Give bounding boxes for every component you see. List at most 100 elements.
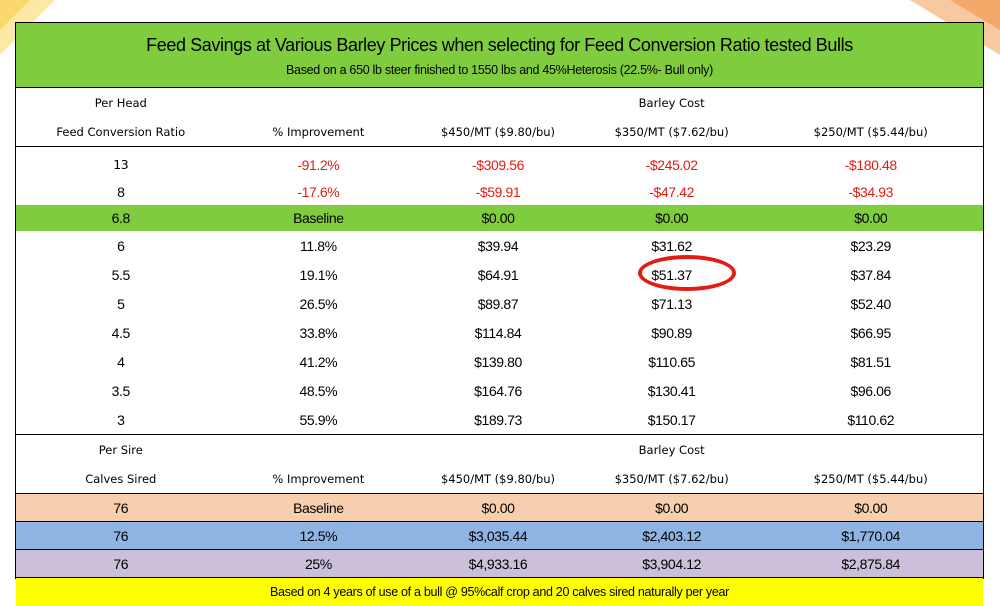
sire-baseline-row: 76 Baseline $0.00 $0.00 $0.00	[16, 494, 983, 522]
table-cell: 19.1%	[299, 266, 338, 283]
table-cell: 76	[113, 555, 129, 572]
table-row: 5.5 19.1% $64.91 $51.37 $37.84	[16, 260, 983, 289]
per-head-header-row: Feed Conversion Ratio % Improvement $450…	[16, 117, 983, 147]
table-cell: $1,770.04	[841, 527, 901, 544]
sire-row: 76 12.5% $3,035.44 $2,403.12 $1,770.04	[16, 522, 983, 550]
header-cell: Feed Conversion Ratio	[56, 124, 186, 139]
table-row: 3.5 48.5% $164.76 $130.41 $96.06	[16, 376, 983, 405]
table-cell: $3,904.12	[642, 555, 701, 572]
table-cell: $189.73	[474, 411, 522, 428]
header-cell: % Improvement	[272, 124, 365, 139]
table-row: 5 26.5% $89.87 $71.13 $52.40	[16, 289, 983, 318]
table-cell: 3.5	[111, 382, 131, 399]
table-cell: 76	[113, 527, 129, 544]
table-subtitle: Based on a 650 lb steer finished to 1550…	[286, 63, 713, 77]
table-cell: -91.2%	[297, 156, 340, 173]
header-cell: Calves Sired	[85, 471, 157, 486]
table-cell: 25%	[304, 555, 332, 572]
table-cell: $66.95	[850, 324, 892, 341]
table-row: 6 11.8% $39.94 $31.62 $23.29	[16, 231, 983, 260]
per-sire-barley-label: Barley Cost	[638, 442, 705, 457]
table-cell: $150.17	[647, 411, 696, 428]
table-cell: $0.00	[481, 210, 515, 226]
table-row: 4 41.2% $139.80 $110.65 $81.51	[16, 347, 983, 376]
table-cell: -$309.56	[471, 156, 525, 173]
table-cell: $0.00	[655, 210, 689, 226]
per-head-label: Per Head	[94, 95, 147, 110]
table-cell: $110.62	[847, 411, 895, 428]
table-cell: -$245.02	[645, 156, 698, 173]
table-cell: -$180.48	[844, 156, 897, 173]
table-cell: 6.8	[111, 210, 131, 226]
per-sire-label-row: Per Sire Barley Cost	[16, 435, 983, 464]
table-cell: $89.87	[477, 295, 519, 312]
table-cell: 41.2%	[299, 353, 338, 370]
table-cell: $81.51	[850, 353, 892, 370]
table-row: 4.5 33.8% $114.84 $90.89 $66.95	[16, 318, 983, 347]
table-cell: -$34.93	[848, 183, 894, 200]
table-cell: 5.5	[111, 266, 131, 283]
table-cell: $90.89	[651, 324, 692, 341]
sire-row: 76 25% $4,933.16 $3,904.12 $2,875.84	[16, 550, 983, 577]
table-row: 13 -91.2% -$309.56 -$245.02 -$180.48	[16, 151, 983, 178]
table-cell: Baseline	[293, 499, 344, 516]
table-cell: $110.65	[648, 353, 696, 370]
table-cell: -$59.91	[475, 183, 521, 200]
per-head-barley-label: Barley Cost	[638, 95, 705, 110]
table-cell: $3,035.44	[468, 527, 528, 544]
header-cell: $450/MT ($9.80/bu)	[440, 124, 556, 139]
table-cell: $2,403.12	[642, 527, 701, 544]
table-cell: $0.00	[655, 499, 689, 516]
per-sire-label: Per Sire	[98, 442, 143, 457]
baseline-row: 6.8 Baseline $0.00 $0.00 $0.00	[16, 205, 983, 231]
per-sire-header-row: Calves Sired % Improvement $450/MT ($9.8…	[16, 464, 983, 494]
header-cell: $350/MT ($7.62/bu)	[614, 471, 729, 486]
table-cell: 76	[113, 499, 129, 516]
highlighted-cell: $71.13	[651, 295, 692, 312]
table-cell: $52.40	[850, 295, 892, 312]
table-cell: $96.06	[850, 382, 892, 399]
table-cell: $31.62	[651, 237, 692, 254]
table-cell: Baseline	[293, 210, 344, 226]
header-cell: $450/MT ($9.80/bu)	[440, 471, 556, 486]
table-cell: 12.5%	[299, 527, 338, 544]
table-cell: 33.8%	[299, 324, 338, 341]
highlight-circle	[638, 255, 736, 291]
table-cell: $139.80	[474, 353, 522, 370]
table-cell: 48.5%	[299, 382, 338, 399]
header-cell: $350/MT ($7.62/bu)	[614, 124, 729, 139]
feed-savings-table: Feed Savings at Various Barley Prices wh…	[15, 22, 984, 606]
table-cell: $0.00	[481, 499, 515, 516]
table-cell: $114.84	[474, 324, 522, 341]
table-cell: 13	[113, 157, 129, 172]
table-cell: $0.00	[854, 499, 888, 516]
table-cell: $4,933.16	[468, 555, 528, 572]
table-cell: 5	[117, 295, 125, 312]
table-cell: $39.94	[477, 237, 519, 254]
table-cell: 8	[117, 183, 125, 200]
table-cell: 11.8%	[300, 237, 337, 254]
table-cell: $2,875.84	[841, 555, 901, 572]
per-head-label-row: Per Head Barley Cost	[16, 88, 983, 117]
table-footer: Based on 4 years of use of a bull @ 95%c…	[16, 577, 983, 606]
header-cell: $250/MT ($5.44/bu)	[813, 471, 928, 486]
header-cell: % Improvement	[272, 471, 365, 486]
table-row: 3 55.9% $189.73 $150.17 $110.62	[16, 405, 983, 435]
table-cell: -$47.42	[649, 183, 694, 200]
table-cell: 26.5%	[299, 295, 338, 312]
table-cell: $37.84	[850, 266, 892, 283]
table-cell: $164.76	[474, 382, 522, 399]
table-cell: 4.5	[111, 324, 131, 341]
table-cell: 6	[117, 237, 125, 254]
table-header: Feed Savings at Various Barley Prices wh…	[16, 23, 983, 88]
table-cell: $130.41	[647, 382, 696, 399]
table-cell: 55.9%	[299, 411, 338, 428]
table-title: Feed Savings at Various Barley Prices wh…	[146, 35, 853, 55]
header-cell: $250/MT ($5.44/bu)	[813, 124, 928, 139]
table-cell: $64.91	[477, 266, 519, 283]
table-cell: 4	[117, 353, 125, 370]
table-cell: -17.6%	[297, 183, 340, 200]
table-cell: 3	[117, 411, 125, 428]
table-cell: $0.00	[854, 210, 888, 226]
table-cell: $23.29	[850, 237, 892, 254]
